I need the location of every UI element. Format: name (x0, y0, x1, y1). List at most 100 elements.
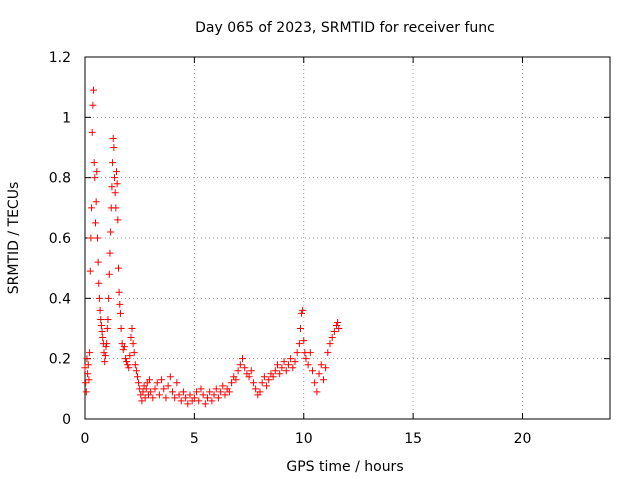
data-point-marker (101, 358, 109, 366)
data-point-marker (83, 355, 91, 363)
data-point-marker (87, 234, 95, 242)
y-tick-label: 0.4 (49, 291, 71, 307)
y-tick-label: 0.6 (49, 231, 71, 247)
x-axis-title: GPS time / hours (286, 459, 403, 475)
data-point-marker (86, 267, 94, 275)
data-point-marker (124, 361, 132, 369)
data-point-marker (92, 219, 99, 227)
data-point-marker (293, 349, 301, 357)
data-point-marker (232, 376, 240, 384)
data-point-marker (241, 364, 249, 372)
data-point-marker (88, 128, 96, 136)
data-point-marker (119, 346, 127, 354)
data-point-marker (128, 325, 136, 332)
data-point-marker (108, 183, 116, 191)
data-point-marker (131, 361, 139, 369)
data-point-marker (111, 189, 119, 197)
data-point-marker (311, 379, 319, 387)
data-point-marker (300, 337, 308, 345)
data-point-marker (95, 279, 103, 287)
data-point-marker (201, 400, 209, 408)
data-point-marker (110, 144, 118, 151)
data-point-marker (113, 168, 120, 176)
data-point-marker (109, 159, 117, 167)
data-point-marker (214, 394, 222, 402)
data-point-marker (100, 349, 108, 357)
data-point-marker (106, 249, 114, 257)
data-point-marker (186, 391, 194, 399)
y-tick-label: 1 (62, 110, 71, 126)
data-point-marker (269, 373, 277, 381)
x-tick-label: 15 (404, 431, 422, 447)
data-point-marker (85, 376, 93, 384)
x-tick-label: 20 (514, 431, 532, 447)
data-point-marker (284, 361, 292, 369)
data-point-marker (104, 315, 112, 323)
data-point-marker (195, 397, 203, 405)
data-point-marker (197, 385, 205, 393)
data-point-marker (324, 349, 332, 357)
x-tick-label: 10 (295, 431, 313, 447)
data-point-marker (219, 382, 227, 390)
y-tick-label: 1.2 (49, 50, 71, 66)
data-point-marker (236, 361, 244, 369)
data-point-marker (326, 340, 334, 348)
data-point-marker (169, 388, 176, 396)
data-point-marker (151, 385, 159, 393)
data-point-marker (129, 340, 137, 348)
data-point-marker (96, 306, 104, 314)
data-point-marker (93, 168, 101, 176)
data-point-marker (97, 321, 105, 329)
data-point-marker (204, 394, 211, 402)
data-point-marker (206, 388, 214, 396)
data-point-marker (102, 343, 110, 351)
data-point-marker (105, 270, 113, 278)
data-point-marker (138, 397, 146, 405)
data-point-marker (121, 355, 129, 363)
data-point-marker (111, 174, 119, 182)
data-point-marker (112, 204, 120, 212)
data-point-marker (221, 391, 229, 399)
data-point-marker (234, 367, 242, 375)
grid-layer (85, 57, 610, 419)
data-point-marker (239, 355, 246, 363)
data-point-marker (306, 349, 314, 357)
data-point-marker (225, 388, 233, 396)
data-point-marker (90, 86, 98, 94)
data-point-marker (309, 367, 316, 375)
x-tick-label: 0 (81, 431, 90, 447)
data-point-marker (190, 394, 198, 402)
data-point-marker (142, 385, 150, 393)
data-point-marker (82, 388, 90, 396)
data-point-marker (155, 391, 163, 399)
data-point-marker (319, 376, 327, 384)
data-point-marker (334, 318, 342, 326)
data-point-marker (91, 174, 99, 182)
data-point-marker (247, 367, 255, 375)
data-point-marker (158, 376, 166, 384)
data-point-marker (271, 367, 279, 375)
data-point-marker (208, 397, 216, 405)
data-point-marker (298, 309, 306, 317)
data-point-marker (105, 294, 113, 302)
data-point-marker (92, 198, 100, 206)
data-point-marker (103, 340, 111, 348)
data-point-marker (278, 364, 286, 372)
y-tick-label: 0 (62, 412, 71, 428)
data-point-marker (296, 325, 304, 332)
data-point-marker (295, 340, 303, 348)
data-point-marker (114, 264, 122, 272)
data-point-marker (109, 134, 117, 142)
data-point-marker (304, 361, 312, 369)
data-point-marker (115, 288, 123, 296)
data-point-marker (88, 204, 96, 212)
data-point-marker (84, 361, 92, 369)
data-point-marker (289, 364, 297, 372)
data-point-marker (103, 325, 111, 332)
data-point-marker (299, 306, 307, 314)
points-layer (81, 86, 343, 408)
data-point-marker (328, 334, 336, 342)
data-point-marker (317, 361, 325, 369)
data-point-marker (82, 379, 90, 387)
x-tick-label: 5 (190, 431, 199, 447)
